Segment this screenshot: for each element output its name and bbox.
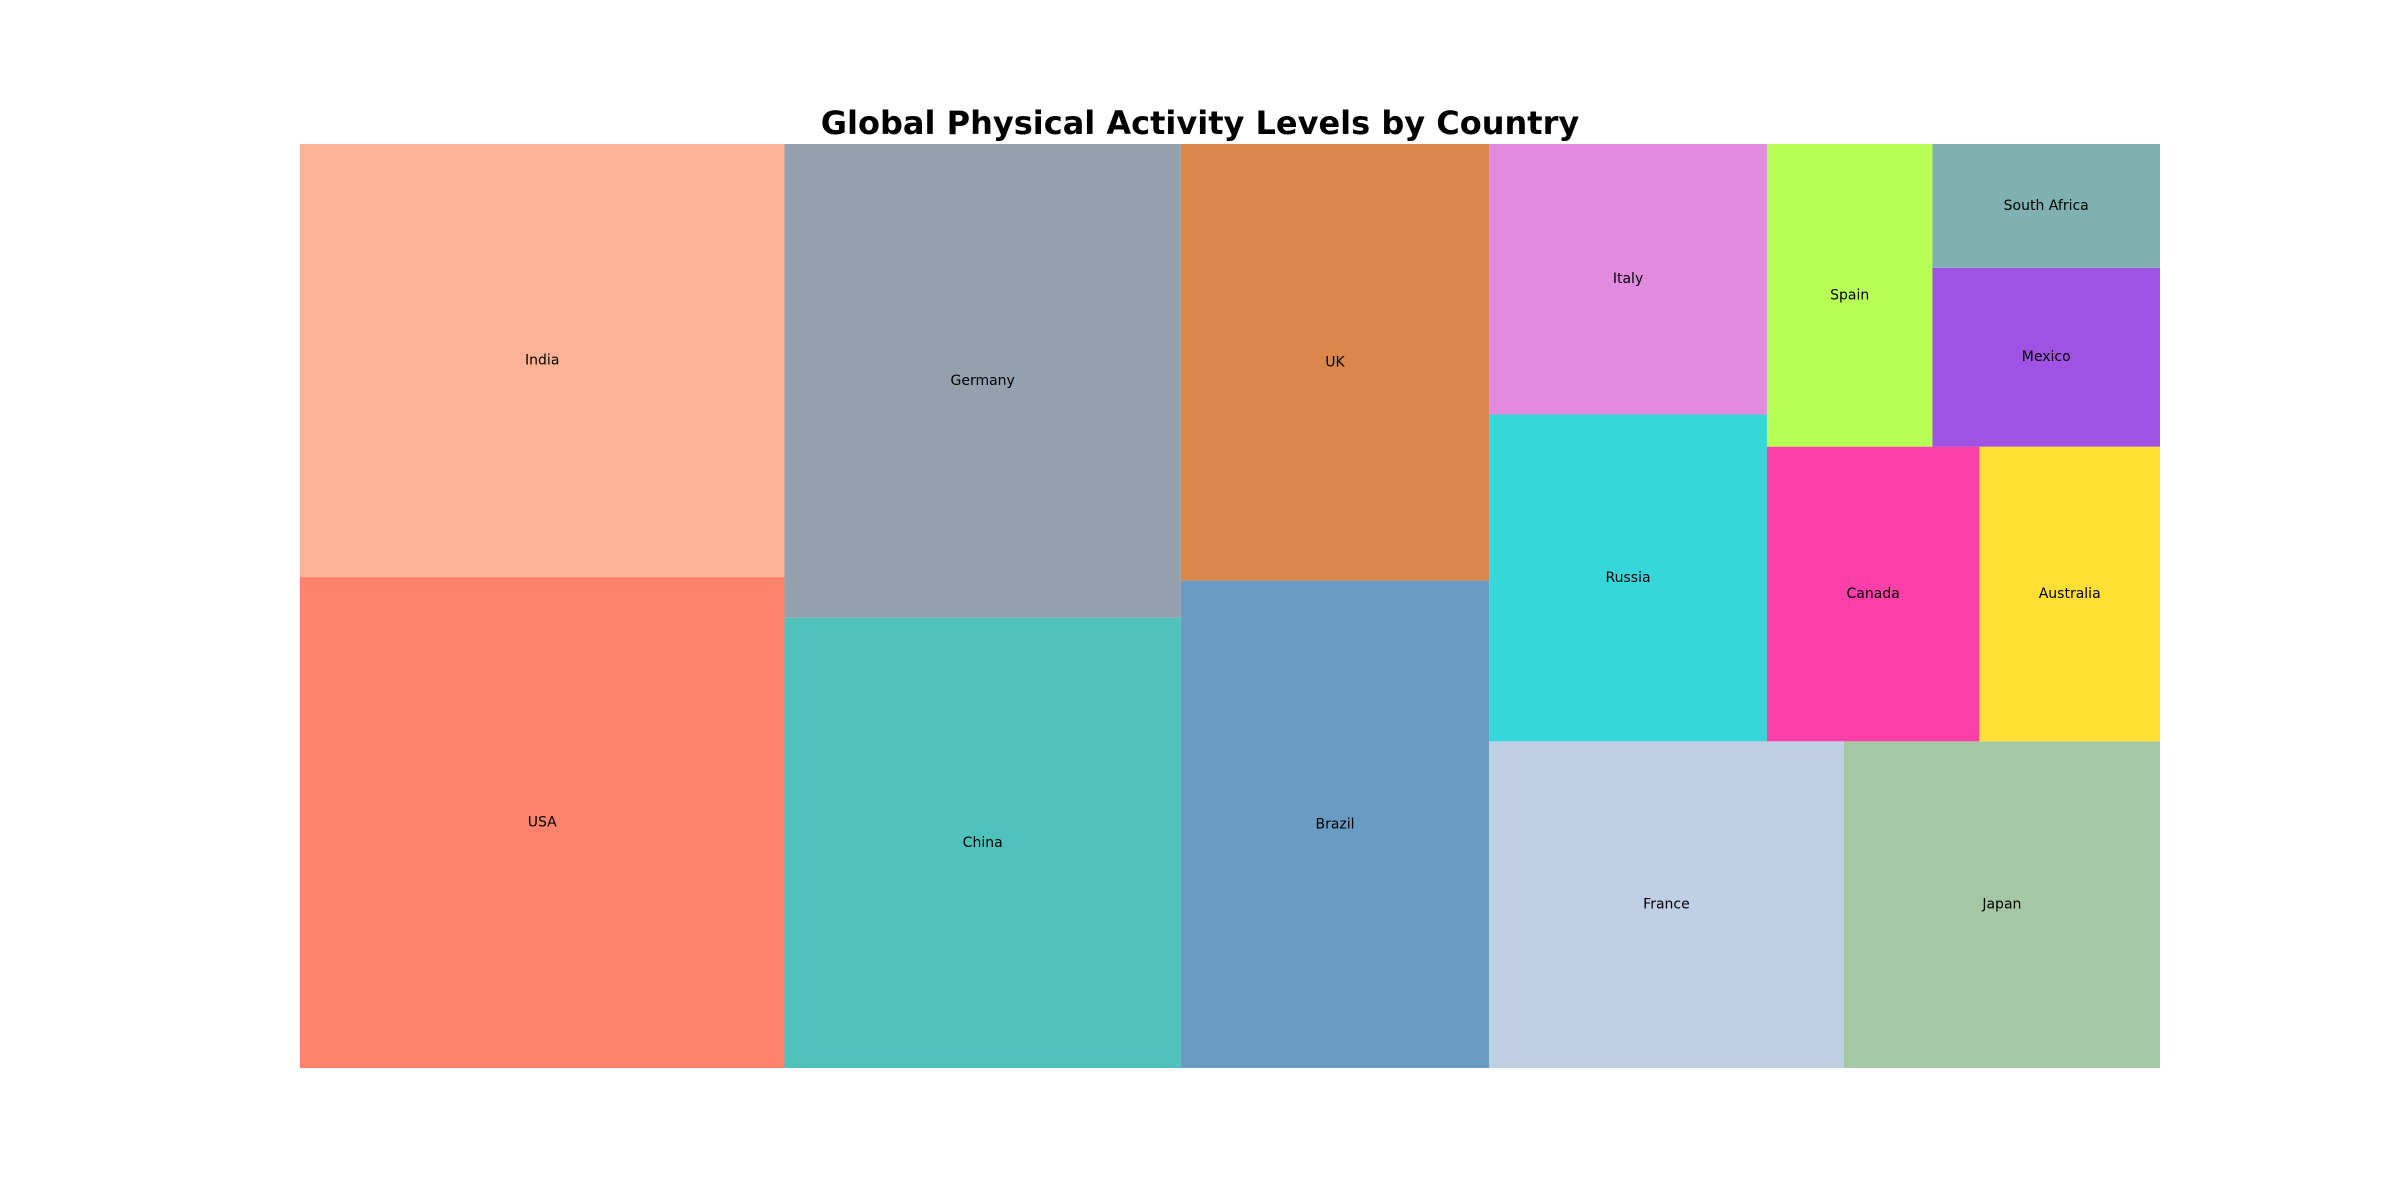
tile-label-japan: Japan <box>1981 897 2021 913</box>
tile-label-italy: Italy <box>1613 271 1643 287</box>
tile-japan <box>1843 741 2160 1068</box>
tile-russia <box>1489 414 1767 742</box>
tile-uk <box>1180 144 1490 581</box>
tile-spain <box>1766 144 1933 447</box>
tile-italy <box>1489 144 1767 415</box>
tile-label-spain: Spain <box>1830 287 1869 303</box>
tile-label-south-africa: South Africa <box>2004 198 2089 214</box>
tile-label-china: China <box>963 835 1003 851</box>
tile-label-australia: Australia <box>2039 586 2101 602</box>
chart-title: Global Physical Activity Levels by Count… <box>820 104 1580 142</box>
tile-france <box>1489 741 1844 1068</box>
tile-label-brazil: Brazil <box>1315 816 1354 832</box>
tile-label-usa: USA <box>528 814 557 830</box>
tile-label-mexico: Mexico <box>2022 349 2071 365</box>
tile-canada <box>1766 446 1980 742</box>
tile-label-germany: Germany <box>950 373 1014 389</box>
tile-brazil <box>1180 580 1490 1068</box>
tile-australia <box>1979 446 2160 742</box>
tile-label-india: India <box>525 352 559 368</box>
tile-label-uk: UK <box>1325 354 1345 370</box>
tile-india <box>300 144 785 577</box>
tile-label-canada: Canada <box>1847 586 1900 602</box>
tile-south-africa <box>1932 144 2160 268</box>
tile-usa <box>300 576 785 1068</box>
tile-label-france: France <box>1643 897 1690 913</box>
tile-germany <box>784 144 1181 618</box>
tile-mexico <box>1932 267 2160 447</box>
treemap-tiles: USA India China Germany Brazil UK France Japan R… <box>300 144 2160 1068</box>
tile-label-russia: Russia <box>1606 570 1651 586</box>
tile-china <box>784 617 1181 1068</box>
